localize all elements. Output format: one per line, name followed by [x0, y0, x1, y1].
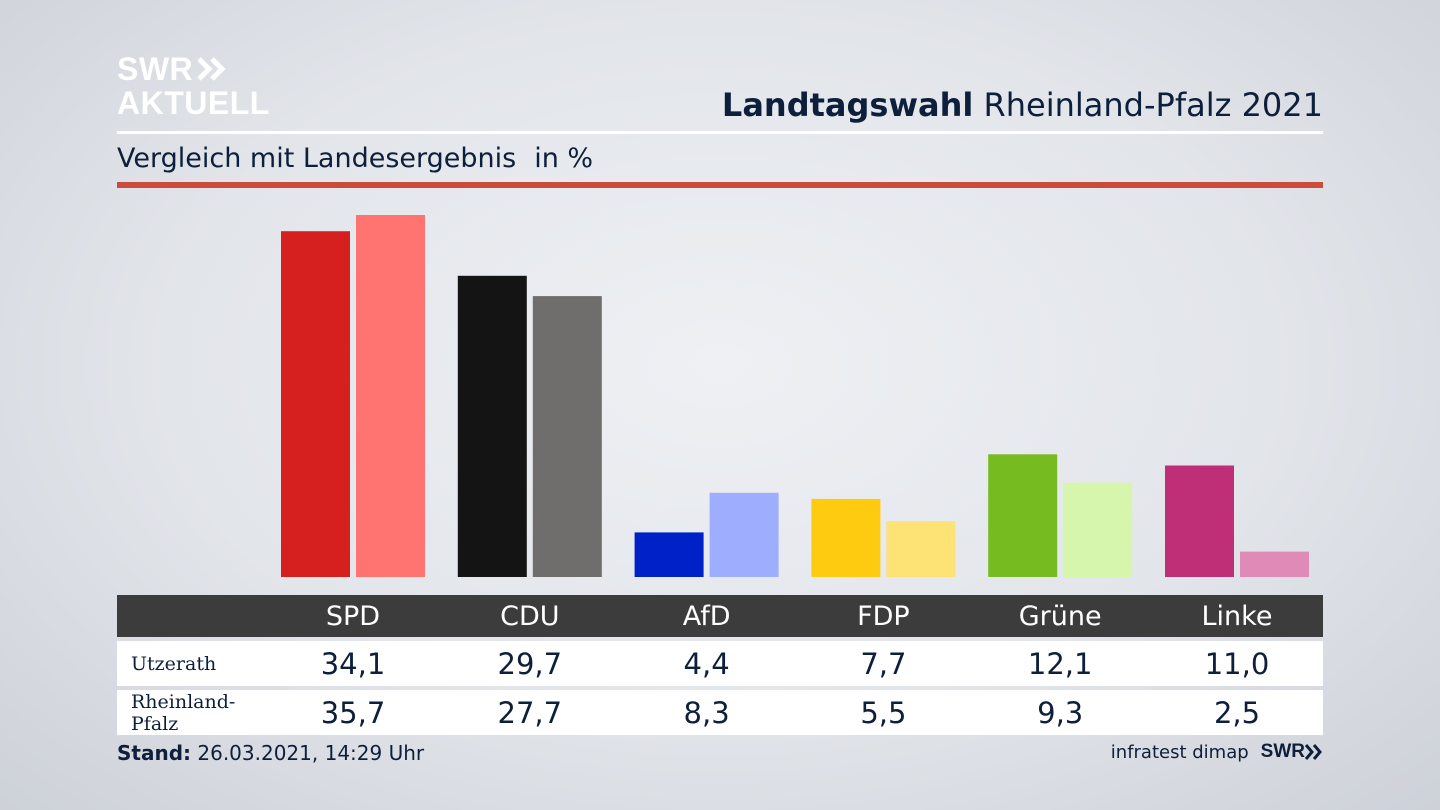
table-row: Rheinland-Pfalz 35,7 27,7 8,3 5,5 9,3 2,5 [117, 690, 1323, 735]
chart-subtitle: Vergleich mit Landesergebnis in % [117, 143, 593, 174]
swr-brand-text: SWR [1260, 741, 1305, 762]
logo-line1: SWR [117, 51, 194, 87]
party-label: CDU [500, 600, 560, 632]
party-label: Grüne [1018, 600, 1102, 632]
value-cell: 8,3 [683, 695, 730, 730]
subtitle-text: Vergleich mit Landesergebnis [117, 143, 517, 174]
stand-label: Stand: [117, 741, 192, 765]
bar-cdu-series-1 [457, 275, 527, 577]
bar-spd-series-2 [356, 215, 425, 577]
value-cell: 5,5 [860, 695, 907, 730]
value-cell: 12,1 [1027, 646, 1093, 681]
value-cell: 2,5 [1213, 695, 1261, 730]
bar-afd-series-2 [709, 492, 779, 577]
value-cell: 4,4 [683, 646, 730, 681]
swr-aktuell-logo: SWR AKTUELL [117, 53, 270, 119]
value-cell: 29,7 [497, 646, 563, 681]
logo-line2: AKTUELL [117, 85, 270, 121]
table-header-row: SPD CDU AfD FDP Grüne Linke [117, 595, 1323, 637]
bar-linke-series-1 [1165, 465, 1234, 577]
table-row: Utzerath 34,1 29,7 4,4 7,7 12,1 11,0 [117, 641, 1323, 686]
stand-value: 26.03.2021, 14:29 Uhr [191, 741, 425, 765]
bar-linke-series-2 [1240, 551, 1309, 577]
headline-bold: Landtagswahl [721, 86, 974, 124]
value-cell: 11,0 [1204, 646, 1270, 681]
bar-spd-series-1 [281, 231, 350, 577]
timestamp: Stand: 26.03.2021, 14:29 Uhr [117, 741, 424, 765]
chart-headline: Landtagswahl Rheinland-Pfalz 2021 [722, 86, 1323, 124]
value-cell: 27,7 [497, 695, 563, 730]
bar-cdu-series-2 [532, 296, 602, 577]
value-cell: 9,3 [1037, 695, 1084, 730]
party-label: AfD [682, 600, 731, 632]
swr-brand: SWR [1261, 741, 1323, 763]
bar-fdp-series-1 [811, 498, 881, 577]
row-label: Rheinland-Pfalz [131, 690, 236, 735]
source-credit: infratest dimap SWR [1111, 741, 1323, 763]
party-label: FDP [857, 600, 910, 632]
headline-rest: Rheinland-Pfalz 2021 [973, 86, 1323, 124]
results-table: SPD CDU AfD FDP Grüne Linke Utzerath 34,1 29,7… [117, 595, 1323, 735]
row-label: Utzerath [131, 652, 217, 675]
bar-afd-series-1 [634, 532, 704, 577]
double-chevron-icon [1305, 744, 1322, 760]
subtitle-unit: in % [534, 143, 594, 174]
value-cell: 7,7 [860, 646, 907, 681]
party-label: Linke [1201, 600, 1273, 632]
header-divider [117, 131, 1323, 134]
double-chevron-icon [197, 57, 226, 81]
bar-grne-series-2 [1063, 482, 1133, 577]
bar-grne-series-1 [988, 454, 1058, 577]
value-cell: 34,1 [320, 646, 386, 681]
value-cell: 35,7 [320, 695, 386, 730]
bar-fdp-series-2 [886, 521, 956, 577]
party-label: SPD [325, 600, 381, 632]
source-text: infratest dimap [1110, 741, 1249, 763]
subtitle-divider [117, 182, 1323, 188]
